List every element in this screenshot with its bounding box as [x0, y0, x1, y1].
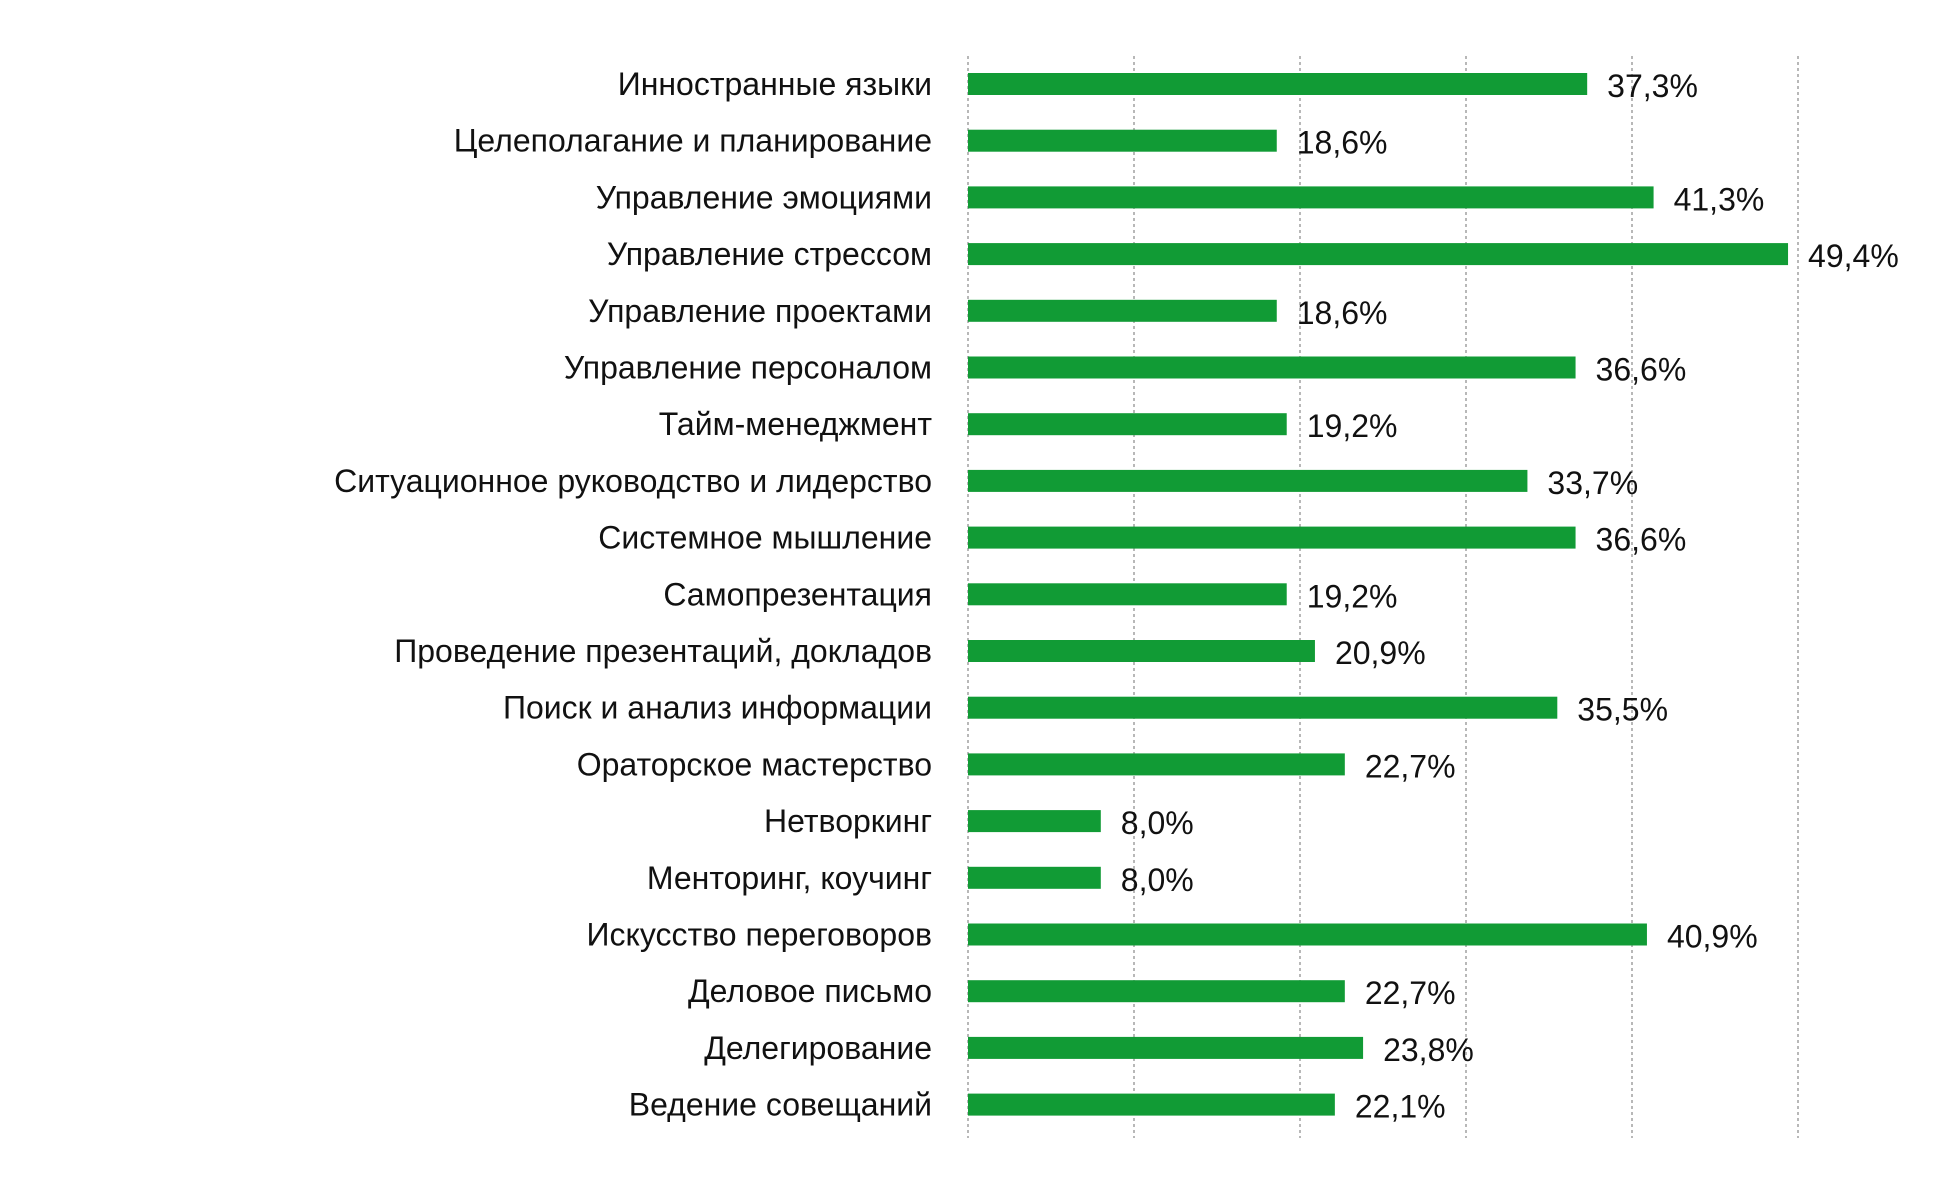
category-label: Проведение презентаций, докладов: [394, 633, 932, 669]
data-label: 20,9%: [1335, 635, 1426, 671]
bar: [968, 640, 1315, 662]
value-labels: 37,3% 18,6% 41,3% 49,4% 18,6% 36,6% 19,2% 33,7%…: [1121, 68, 1899, 1125]
category-label: Тайм-менеджмент: [659, 406, 933, 442]
category-label: Управление стрессом: [607, 236, 932, 272]
data-label: 18,6%: [1297, 125, 1388, 161]
data-label: 41,3%: [1674, 181, 1765, 217]
data-label: 8,0%: [1121, 862, 1194, 898]
category-label: Управление проектами: [588, 293, 932, 329]
category-label: Системное мышление: [598, 520, 932, 556]
category-label: Делегирование: [704, 1030, 932, 1066]
bar: [968, 753, 1345, 776]
bar: [968, 866, 1101, 889]
data-label: 8,0%: [1121, 805, 1194, 841]
bar: [968, 696, 1558, 719]
bar: [968, 980, 1345, 1003]
category-label: Инностранные языки: [618, 66, 932, 102]
category-label: Управление персоналом: [564, 350, 932, 386]
bar: [968, 299, 1277, 322]
bars-group: [968, 73, 1789, 1116]
category-label: Ситуационное руководство и лидерство: [334, 463, 932, 499]
bar: [968, 469, 1528, 492]
category-label: Нетворкинг: [764, 803, 932, 839]
bar: [968, 73, 1588, 95]
category-label: Деловое письмо: [688, 973, 932, 1009]
bar: [968, 810, 1101, 833]
bar: [968, 243, 1789, 266]
bar: [968, 526, 1576, 549]
data-label: 36,6%: [1596, 352, 1687, 388]
data-label: 22,7%: [1365, 748, 1456, 784]
bar: [968, 356, 1576, 379]
category-label: Искусство переговоров: [587, 917, 933, 953]
data-label: 18,6%: [1297, 295, 1388, 331]
data-label: 22,1%: [1355, 1089, 1446, 1125]
bar: [968, 1036, 1364, 1059]
category-label: Ораторское мастерство: [577, 746, 932, 782]
bar: [968, 413, 1287, 436]
category-label: Управление эмоциями: [596, 179, 932, 215]
bar: [968, 923, 1647, 946]
data-label: 36,6%: [1596, 522, 1687, 558]
data-label: 19,2%: [1307, 408, 1398, 444]
grid-lines: [967, 56, 1799, 1138]
bar: [968, 186, 1654, 209]
category-label: Поиск и анализ информации: [503, 690, 932, 726]
data-label: 19,2%: [1307, 578, 1398, 614]
category-label: Самопрезентация: [663, 576, 932, 612]
data-label: 49,4%: [1808, 238, 1899, 274]
bar: [968, 583, 1287, 606]
category-label: Менторинг, коучинг: [647, 860, 932, 896]
data-label: 35,5%: [1577, 692, 1668, 728]
data-label: 23,8%: [1383, 1032, 1474, 1068]
bar: [968, 129, 1277, 152]
data-label: 22,7%: [1365, 975, 1456, 1011]
category-label: Ведение совещаний: [629, 1087, 932, 1123]
data-label: 40,9%: [1667, 919, 1758, 955]
data-label: 33,7%: [1547, 465, 1638, 501]
bar: [968, 1093, 1335, 1116]
category-labels: Инностранные языки Целеполагание и планир…: [334, 66, 932, 1123]
data-label: 37,3%: [1607, 68, 1698, 104]
category-label: Целеполагание и планирование: [454, 123, 932, 159]
